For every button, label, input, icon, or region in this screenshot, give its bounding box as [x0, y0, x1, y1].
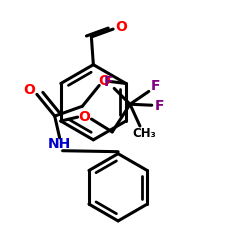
Text: CH₃: CH₃	[132, 128, 156, 140]
Text: F: F	[155, 99, 164, 113]
Text: O: O	[115, 20, 127, 34]
Text: O: O	[98, 74, 110, 88]
Text: O: O	[23, 84, 35, 98]
Text: O: O	[78, 110, 90, 124]
Text: F: F	[104, 76, 113, 90]
Text: F: F	[151, 80, 160, 94]
Text: NH: NH	[48, 137, 71, 151]
